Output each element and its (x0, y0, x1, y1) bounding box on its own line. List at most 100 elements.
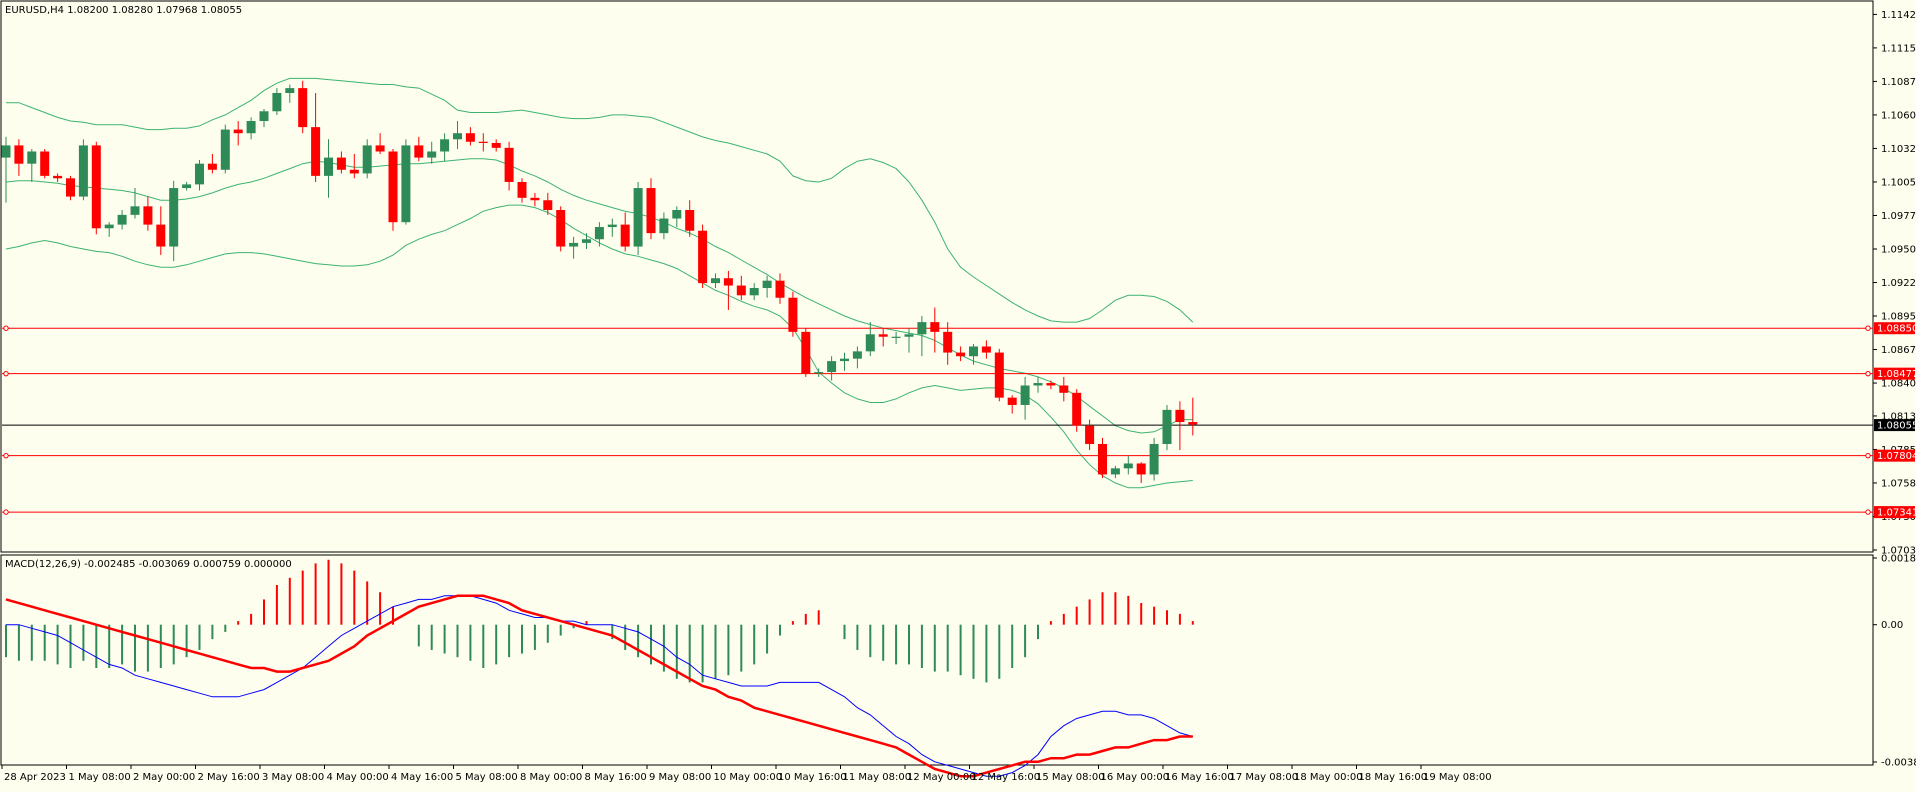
candles (1, 80, 1198, 483)
price-tick-label: 1.09225 (1881, 278, 1916, 289)
macd-tick-label: 0.001849 (1881, 554, 1916, 565)
time-tick-label: 10 May 00:00 (714, 772, 783, 783)
candle (1110, 465, 1120, 479)
band-upper (6, 77, 1194, 323)
candle (981, 340, 991, 359)
candle (930, 307, 940, 353)
candle (1007, 395, 1017, 414)
candle (749, 283, 759, 301)
candle (375, 133, 385, 154)
candle (556, 206, 566, 252)
candle (401, 139, 411, 225)
main-pane-frame (0, 0, 1874, 553)
time-tick-label: 16 May 16:00 (1165, 772, 1234, 783)
level-price-label: 1.08477 (1877, 369, 1916, 380)
price-tick-label: 1.10050 (1881, 177, 1916, 188)
price-tick-label: 1.09775 (1881, 211, 1916, 222)
level-price-tag (1874, 506, 1915, 519)
level-handle-right[interactable] (1865, 452, 1871, 459)
macd-signal-line (5, 594, 1193, 778)
candle (272, 88, 282, 115)
candle (594, 222, 604, 247)
time-tick-label: 16 May 00:00 (1101, 772, 1170, 783)
candle (195, 160, 204, 191)
candle (27, 149, 37, 182)
candle (775, 273, 785, 304)
candle (1098, 437, 1107, 479)
candle (143, 196, 153, 231)
price-axis[interactable]: 1.11425 1.11150 1.10875 1.10600 1.10325 1.100… (1873, 10, 1916, 557)
candle (182, 181, 192, 191)
candle (904, 328, 914, 353)
candle (1149, 437, 1159, 481)
macd-main-line (6, 595, 1193, 777)
candle (659, 212, 669, 240)
candle (891, 331, 901, 345)
current-price-tag (1874, 419, 1915, 432)
candle (78, 139, 88, 201)
candle (504, 141, 514, 191)
candle (956, 346, 966, 362)
time-tick-label: 5 May 08:00 (456, 772, 518, 783)
candle (465, 127, 475, 146)
current-price-label: 1.08055 (1877, 421, 1916, 432)
candle (672, 206, 682, 228)
candle (646, 178, 656, 240)
level-handle-right[interactable] (1865, 370, 1871, 377)
time-tick-label: 15 May 08:00 (1036, 772, 1105, 783)
candle (633, 181, 643, 256)
candle (233, 121, 243, 146)
time-tick-label: 8 May 00:00 (520, 772, 582, 783)
candle (169, 180, 179, 262)
macd-tick-label: 0.00 (1881, 620, 1903, 631)
candle (1085, 419, 1095, 451)
level-handle-right[interactable] (1865, 325, 1871, 331)
candle (285, 84, 295, 103)
candle (994, 348, 1004, 402)
time-axis[interactable]: 28 Apr 2023 1 May 08:00 2 May 00:00 2 May 1… (1, 765, 1492, 783)
candle (427, 141, 437, 164)
level-price-tag (1874, 449, 1915, 462)
candle (917, 316, 927, 357)
time-tick-label: 17 May 08:00 (1230, 772, 1299, 783)
level-price-label: 1.07341 (1877, 508, 1916, 519)
price-tick-label: 1.10325 (1881, 144, 1916, 155)
candle (130, 188, 140, 219)
candle (1020, 376, 1030, 420)
candle (414, 136, 424, 162)
candle (40, 149, 50, 179)
time-tick-label: 10 May 16:00 (778, 772, 847, 783)
candle (943, 322, 953, 365)
level-handle-left[interactable] (3, 452, 9, 459)
price-tick-label: 1.08130 (1881, 411, 1916, 422)
time-tick-label: 12 May 00:00 (907, 772, 976, 783)
time-tick-label: 18 May 16:00 (1359, 772, 1428, 783)
macd-lines (5, 594, 1193, 778)
price-tick-label: 1.11425 (1881, 10, 1916, 21)
time-tick-label: 2 May 16:00 (198, 772, 260, 783)
time-tick-label: 4 May 00:00 (327, 772, 389, 783)
level-handle-left[interactable] (3, 325, 9, 331)
candle (440, 133, 450, 162)
candle (117, 209, 127, 230)
level-handle-right[interactable] (1865, 509, 1871, 515)
candle (788, 291, 798, 337)
candle (723, 270, 733, 310)
macd-pane-frame (0, 554, 1874, 766)
candle (736, 275, 746, 301)
candle (827, 356, 837, 381)
macd-title: MACD(12,26,9) -0.002485 -0.003069 0.0007… (5, 559, 292, 570)
candle (865, 322, 875, 357)
level-handle-left[interactable] (3, 370, 9, 377)
level-handle-left[interactable] (3, 509, 9, 515)
time-tick-label: 12 May 16:00 (972, 772, 1041, 783)
price-tick-label: 1.08675 (1881, 345, 1916, 356)
time-tick-label: 28 Apr 2023 (4, 772, 66, 783)
candle (491, 139, 501, 152)
candle (814, 368, 824, 377)
candle (969, 344, 978, 365)
candle (852, 346, 862, 369)
price-tick-label: 1.07580 (1881, 478, 1916, 489)
